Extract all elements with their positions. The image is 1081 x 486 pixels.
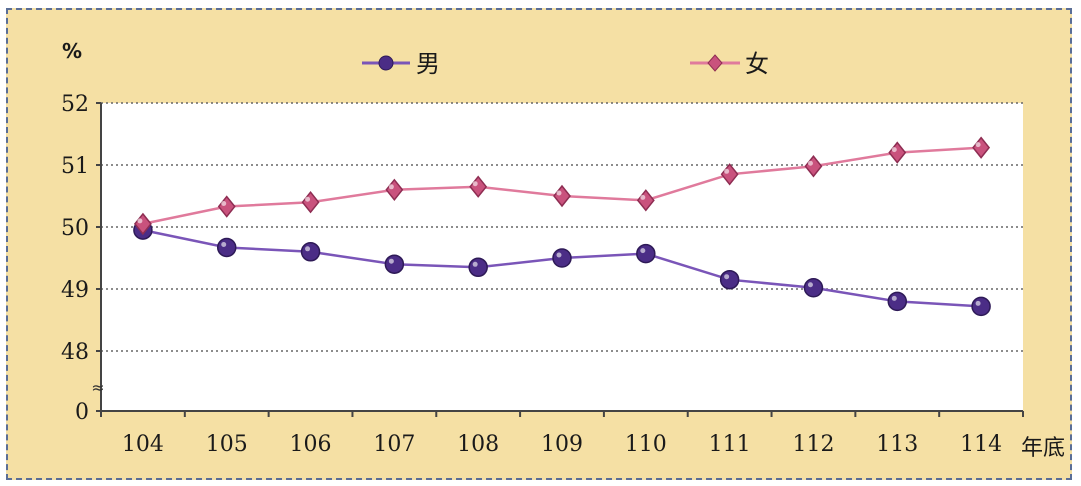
y-tick-label: 52 <box>61 92 89 117</box>
data-point-highlight <box>891 295 897 301</box>
x-tick-label: 110 <box>625 432 667 457</box>
data-point-highlight <box>472 181 478 187</box>
data-point-highlight <box>724 168 730 174</box>
data-point-highlight <box>640 194 646 200</box>
legend-item-male: 男 <box>362 50 440 78</box>
data-point-highlight <box>221 241 227 247</box>
data-point-highlight <box>556 252 562 258</box>
data-point-male <box>552 248 572 268</box>
x-tick-label: 104 <box>122 432 164 457</box>
data-point-male <box>887 291 908 312</box>
data-point-male <box>216 237 237 258</box>
data-point-male <box>719 269 740 290</box>
x-tick-label: 113 <box>876 432 918 457</box>
data-point-highlight <box>472 261 478 267</box>
legend-marker-male-icon <box>378 55 394 71</box>
legend: 男 女 <box>362 50 769 78</box>
data-point-highlight <box>556 190 562 196</box>
data-point-highlight <box>975 300 981 306</box>
series-group <box>133 136 991 317</box>
x-axis-title: 年底 <box>1021 436 1065 461</box>
data-point-highlight <box>388 184 394 190</box>
legend-label-female: 女 <box>745 50 769 78</box>
data-point-highlight <box>975 142 981 148</box>
y-tick-label: 49 <box>61 278 89 303</box>
y-tick-label: 50 <box>61 216 89 241</box>
data-point-highlight <box>807 160 813 166</box>
x-tick-label: 105 <box>206 432 248 457</box>
x-tick-label: 111 <box>709 432 751 457</box>
data-point-highlight <box>305 246 311 252</box>
legend-marker-female-icon <box>707 54 723 72</box>
data-point-highlight <box>807 282 813 288</box>
data-point-highlight <box>891 147 897 153</box>
gridlines <box>101 102 1023 352</box>
data-point-male <box>636 243 656 264</box>
data-point-male <box>971 296 991 317</box>
x-tick-label: 109 <box>541 432 583 457</box>
data-point-highlight <box>221 201 227 207</box>
y-axis-ticks: 52 51 50 49 48 0 <box>61 92 101 425</box>
data-point-male <box>384 254 405 274</box>
data-point-male <box>300 242 321 262</box>
legend-label-male: 男 <box>416 50 440 78</box>
axis-break-symbol: ≈ <box>91 378 104 397</box>
x-axis-ticks: 104 105 106 107 108 109 110 111 112 113 114 <box>100 411 1024 457</box>
y-tick-label: 0 <box>75 400 89 425</box>
y-tick-label: 51 <box>61 154 89 179</box>
data-point-highlight <box>724 274 730 280</box>
x-tick-label: 108 <box>457 432 499 457</box>
y-axis-unit: % <box>62 39 82 63</box>
data-point-male <box>803 278 824 298</box>
data-point-highlight <box>640 248 646 254</box>
data-point-male <box>468 257 488 278</box>
data-point-highlight <box>137 218 143 224</box>
legend-item-female: 女 <box>690 50 769 78</box>
data-point-highlight <box>388 258 394 264</box>
x-tick-label: 112 <box>792 432 834 457</box>
x-tick-label: 114 <box>960 432 1002 457</box>
x-tick-label: 106 <box>290 432 332 457</box>
y-tick-label: 48 <box>61 340 89 365</box>
x-tick-label: 107 <box>373 432 415 457</box>
data-point-highlight <box>305 196 311 202</box>
